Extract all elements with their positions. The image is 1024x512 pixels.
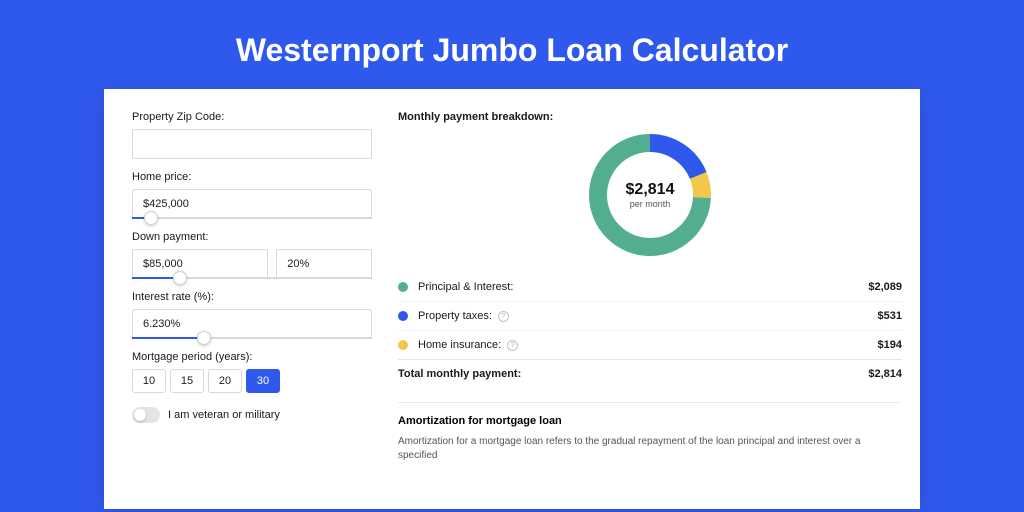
legend-row-2: Home insurance:?$194 bbox=[398, 330, 902, 359]
zip-input[interactable] bbox=[132, 129, 372, 159]
amortization-body: Amortization for a mortgage loan refers … bbox=[398, 435, 902, 463]
down-label: Down payment: bbox=[132, 231, 372, 243]
veteran-label: I am veteran or military bbox=[168, 409, 280, 421]
breakdown-title: Monthly payment breakdown: bbox=[398, 111, 902, 123]
period-label: Mortgage period (years): bbox=[132, 351, 372, 363]
legend-label: Principal & Interest: bbox=[418, 281, 868, 293]
period-option-20[interactable]: 20 bbox=[208, 369, 242, 393]
calculator-card: Property Zip Code: Home price: Down paym… bbox=[104, 89, 920, 509]
page-title: Westernport Jumbo Loan Calculator bbox=[0, 0, 1024, 89]
breakdown-column: Monthly payment breakdown: $2,814 per mo… bbox=[398, 111, 902, 509]
veteran-toggle[interactable] bbox=[132, 407, 160, 423]
legend-amount: $531 bbox=[878, 310, 902, 322]
veteran-row: I am veteran or military bbox=[132, 407, 372, 423]
form-column: Property Zip Code: Home price: Down paym… bbox=[132, 111, 372, 509]
legend: Principal & Interest:$2,089Property taxe… bbox=[398, 273, 902, 359]
donut-sub: per month bbox=[630, 199, 671, 209]
price-slider-thumb[interactable] bbox=[144, 211, 158, 225]
rate-slider[interactable] bbox=[132, 337, 372, 339]
total-amount: $2,814 bbox=[868, 368, 902, 380]
rate-input[interactable] bbox=[132, 309, 372, 339]
price-slider[interactable] bbox=[132, 217, 372, 219]
donut-wrap: $2,814 per month bbox=[398, 129, 902, 267]
legend-label: Property taxes:? bbox=[418, 310, 878, 322]
legend-dot-icon bbox=[398, 282, 408, 292]
down-slider-thumb[interactable] bbox=[173, 271, 187, 285]
down-amount-input[interactable] bbox=[132, 249, 268, 279]
rate-row: Interest rate (%): bbox=[132, 291, 372, 339]
amortization-title: Amortization for mortgage loan bbox=[398, 415, 902, 427]
info-icon[interactable]: ? bbox=[498, 311, 509, 322]
legend-row-1: Property taxes:?$531 bbox=[398, 301, 902, 330]
legend-amount: $2,089 bbox=[868, 281, 902, 293]
rate-label: Interest rate (%): bbox=[132, 291, 372, 303]
legend-dot-icon bbox=[398, 340, 408, 350]
period-options: 10152030 bbox=[132, 369, 372, 393]
legend-dot-icon bbox=[398, 311, 408, 321]
legend-row-0: Principal & Interest:$2,089 bbox=[398, 273, 902, 301]
down-slider[interactable] bbox=[132, 277, 372, 279]
legend-amount: $194 bbox=[878, 339, 902, 351]
price-label: Home price: bbox=[132, 171, 372, 183]
legend-label: Home insurance:? bbox=[418, 339, 878, 351]
period-row: Mortgage period (years): 10152030 bbox=[132, 351, 372, 393]
down-percent-input[interactable] bbox=[276, 249, 372, 279]
down-row: Down payment: bbox=[132, 231, 372, 279]
info-icon[interactable]: ? bbox=[507, 340, 518, 351]
period-option-30[interactable]: 30 bbox=[246, 369, 280, 393]
donut-chart: $2,814 per month bbox=[588, 133, 712, 257]
period-option-15[interactable]: 15 bbox=[170, 369, 204, 393]
price-row: Home price: bbox=[132, 171, 372, 219]
period-option-10[interactable]: 10 bbox=[132, 369, 166, 393]
price-input[interactable] bbox=[132, 189, 372, 219]
toggle-knob bbox=[134, 409, 146, 421]
total-label: Total monthly payment: bbox=[398, 368, 868, 380]
zip-row: Property Zip Code: bbox=[132, 111, 372, 159]
amortization-section: Amortization for mortgage loan Amortizat… bbox=[398, 402, 902, 463]
zip-label: Property Zip Code: bbox=[132, 111, 372, 123]
donut-value: $2,814 bbox=[626, 181, 675, 199]
legend-total-row: Total monthly payment: $2,814 bbox=[398, 359, 902, 388]
rate-slider-thumb[interactable] bbox=[197, 331, 211, 345]
